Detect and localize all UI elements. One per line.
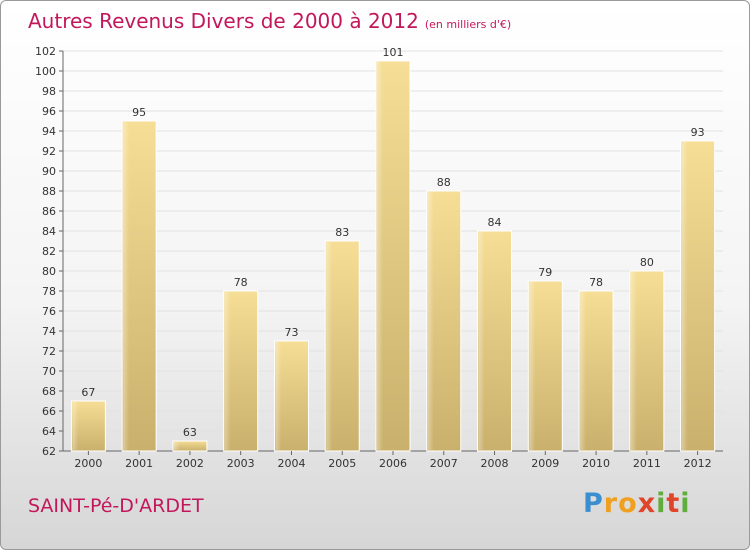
value-label: 73 [284,326,298,339]
y-tick-label: 100 [35,65,56,78]
y-tick-label: 84 [42,225,56,238]
bar-highlight [173,442,180,450]
x-tick-label: 2011 [633,457,661,470]
logo-letter: P [583,488,604,519]
bar-highlight [529,282,536,450]
logo-letter: i [656,488,667,519]
y-tick-label: 98 [42,85,56,98]
logo-letter: t [666,488,681,519]
y-tick-label: 68 [42,385,56,398]
logo-letter: i [680,488,691,519]
y-tick-label: 72 [42,345,56,358]
value-label: 95 [132,106,146,119]
y-tick-label: 74 [42,325,56,338]
y-tick-label: 96 [42,105,56,118]
value-label: 67 [81,386,95,399]
y-tick-label: 64 [42,425,56,438]
x-tick-label: 2000 [74,457,102,470]
title-text: Autres Revenus Divers de 2000 à 2012 [28,9,419,33]
logo-letter: x [637,488,657,519]
y-tick-label: 78 [42,285,56,298]
y-tick-label: 90 [42,165,56,178]
x-tick-label: 2005 [328,457,356,470]
bar-highlight [224,292,231,450]
y-tick-label: 76 [42,305,56,318]
x-tick-label: 2004 [277,457,305,470]
x-tick-label: 2007 [430,457,458,470]
value-label: 88 [437,176,451,189]
value-labels: 67 95 63 78 73 83 101 88 84 79 78 80 93 [81,46,704,439]
y-tick-label: 62 [42,445,56,458]
bars [70,60,716,452]
chart-title: Autres Revenus Divers de 2000 à 2012 (en … [28,9,511,33]
y-tick-labels: 62 64 66 68 70 72 74 76 78 80 82 84 86 88 90 92 94 96 98 10… [35,45,56,458]
logo-letter: o [618,488,638,519]
x-tick-label: 2008 [481,457,509,470]
value-label: 93 [691,126,705,139]
value-label: 63 [183,426,197,439]
logo-letter: r [603,488,619,519]
bar-highlight [123,122,130,450]
place-name: SAINT-Pé-D'ARDET [28,495,204,517]
x-tick-label: 2010 [582,457,610,470]
x-tick-label: 2003 [227,457,255,470]
value-label: 83 [335,226,349,239]
bar-highlight [427,192,434,450]
value-label: 78 [234,276,248,289]
y-tick-label: 88 [42,185,56,198]
x-tick-label: 2001 [125,457,153,470]
bar-highlight [275,342,282,450]
y-tick-label: 70 [42,365,56,378]
y-tick-label: 86 [42,205,56,218]
value-label: 79 [538,266,552,279]
value-label: 101 [383,46,404,59]
bar-highlight [326,242,333,450]
bar-highlight [580,292,587,450]
value-label: 78 [589,276,603,289]
bar-highlight [478,232,485,450]
value-label: 80 [640,256,654,269]
bar-highlight [681,142,688,450]
x-tick-label: 2002 [176,457,204,470]
bar-highlight [72,402,79,450]
y-tick-label: 66 [42,405,56,418]
x-tick-label: 2012 [684,457,712,470]
value-label: 84 [488,216,502,229]
x-tick-labels: 2000 2001 2002 2003 2004 2005 2006 2007 2008 2009… [74,451,712,470]
bar-highlight [630,272,637,450]
y-tick-label: 102 [35,45,56,58]
x-tick-label: 2009 [531,457,559,470]
proxiti-logo[interactable]: Proxiti [583,488,691,519]
y-tick-label: 80 [42,265,56,278]
title-unit: (en milliers d'€) [424,18,512,31]
y-tick-label: 92 [42,145,56,158]
x-tick-label: 2006 [379,457,407,470]
y-tick-label: 82 [42,245,56,258]
y-tick-label: 94 [42,125,56,138]
bar-highlight [377,62,383,450]
